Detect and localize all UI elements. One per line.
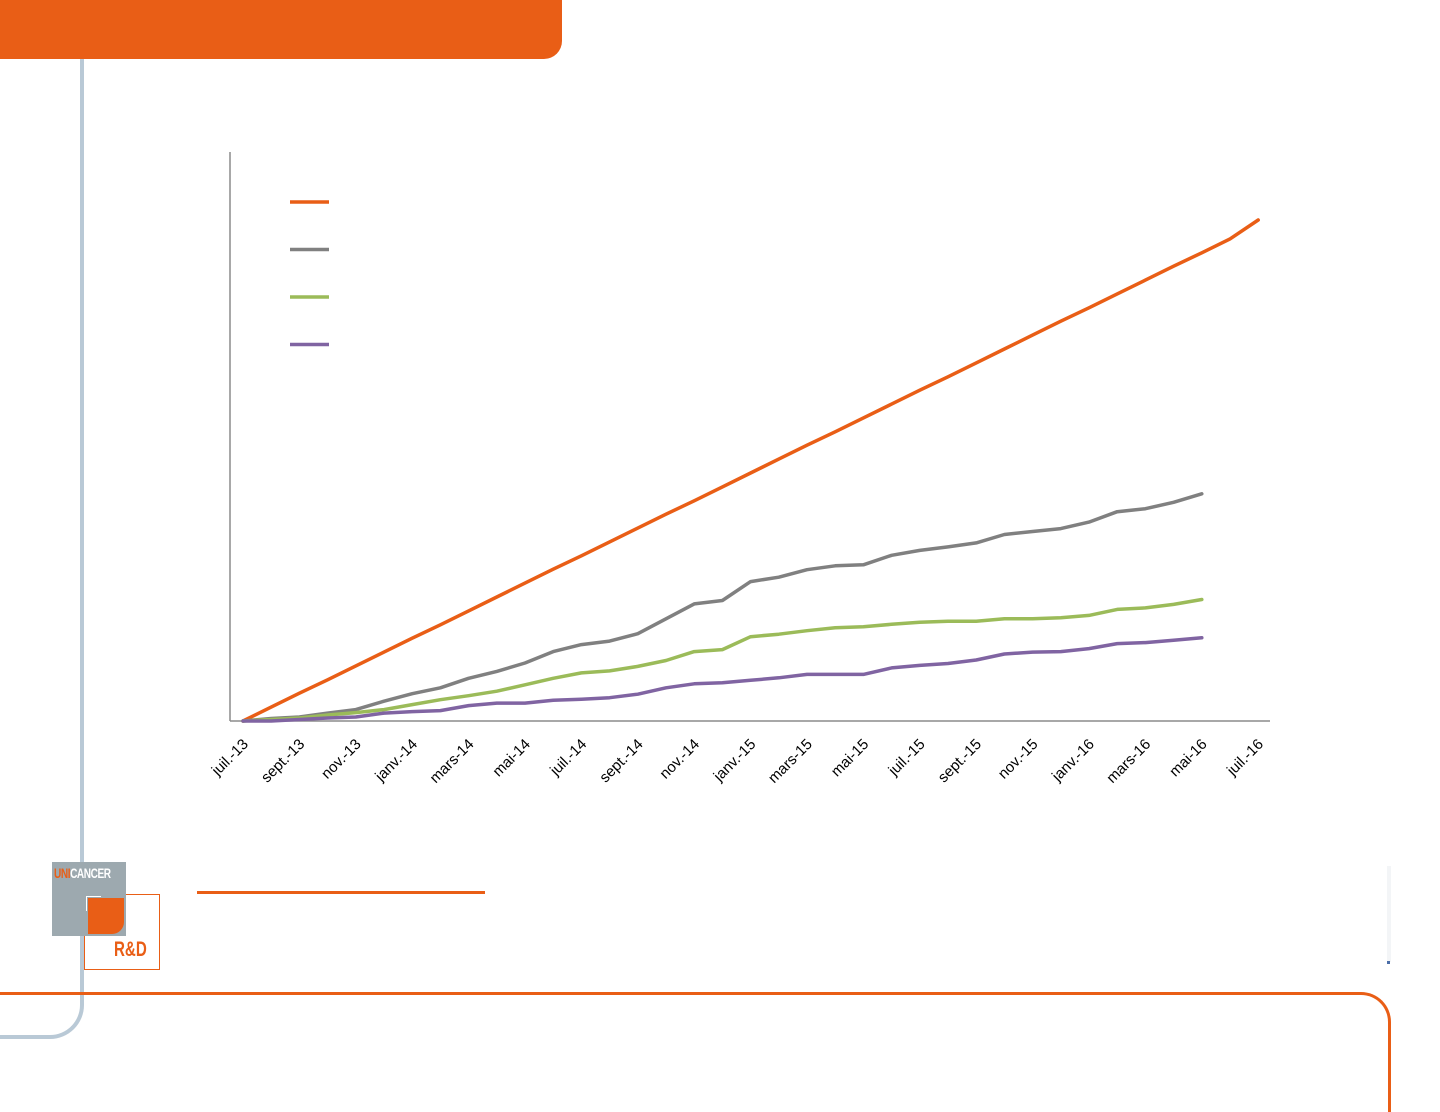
unicancer-rd-logo: UNICANCER R&D	[52, 862, 160, 970]
x-tick-label: nov.-15	[995, 736, 1042, 783]
logo-uni-text: UNI	[54, 865, 71, 881]
x-tick-label: mars-14	[427, 736, 478, 787]
x-tick-label: juil.-16	[1223, 736, 1267, 780]
chart-legend	[290, 200, 329, 347]
x-tick-label: sept.-14	[596, 736, 646, 786]
x-tick-label: janv.-14	[371, 736, 421, 786]
line-chart: juil.-13 sept.-13 nov.-13 janv.-14 mars-14 ma…	[208, 152, 1270, 787]
logo-orange-square	[88, 898, 124, 934]
x-tick-label: mai-16	[1166, 736, 1210, 780]
x-tick-label: mai-15	[828, 736, 872, 780]
x-tick-label: nov.-14	[656, 736, 703, 783]
x-tick-label: sept.-15	[935, 736, 985, 786]
x-tick-label: juil.-13	[208, 736, 252, 780]
x-tick-label: juil.-14	[546, 736, 590, 780]
series-line-4	[241, 635, 1204, 723]
x-tick-label: sept.-13	[258, 736, 308, 786]
x-tick-label: janv.-15	[710, 736, 760, 786]
chart-x-tick-labels: juil.-13 sept.-13 nov.-13 janv.-14 mars-14 ma…	[208, 736, 1267, 787]
x-tick-label: mars-16	[1103, 736, 1154, 787]
right-edge-dot	[1387, 961, 1390, 964]
logo-corner-mark	[86, 896, 101, 911]
chart-series-lines	[241, 218, 1260, 723]
chart-axes	[229, 152, 1270, 722]
logo-wordmark: UNICANCER	[54, 865, 111, 881]
x-tick-label: nov.-13	[318, 736, 365, 783]
footer-accent-line	[197, 891, 485, 894]
bottom-frame	[0, 992, 1391, 1112]
left-rail-frame	[0, 59, 84, 1039]
right-edge-mark	[1387, 866, 1391, 962]
logo-rd-text: R&D	[114, 938, 147, 961]
x-tick-label: mars-15	[765, 736, 816, 787]
x-tick-label: juil.-15	[885, 736, 929, 780]
logo-cancer-text: CANCER	[70, 865, 111, 881]
top-banner	[0, 0, 562, 59]
series-line-1	[241, 218, 1260, 723]
series-line-3	[241, 597, 1204, 723]
series-line-2	[241, 492, 1204, 723]
x-tick-label: mai-14	[489, 736, 533, 780]
x-tick-label: janv.-16	[1048, 736, 1098, 786]
